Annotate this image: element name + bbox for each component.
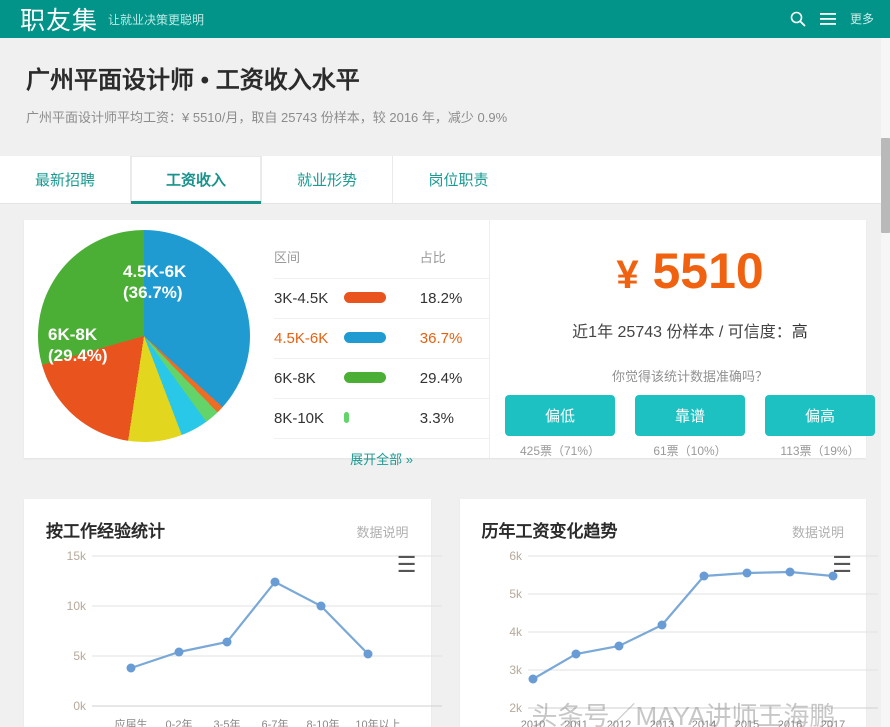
svg-text:4k: 4k — [509, 625, 523, 639]
svg-text:3-5年: 3-5年 — [214, 717, 241, 727]
svg-text:10k: 10k — [67, 599, 87, 613]
svg-text:6k: 6k — [509, 549, 523, 563]
svg-text:5k: 5k — [73, 649, 87, 663]
svg-text:0-2年: 0-2年 — [166, 717, 193, 727]
svg-text:10年以上: 10年以上 — [355, 717, 400, 727]
svg-text:0k: 0k — [73, 699, 87, 713]
svg-text:15k: 15k — [67, 549, 87, 563]
svg-text:5k: 5k — [509, 587, 523, 601]
svg-text:2k: 2k — [509, 701, 523, 715]
svg-text:8-10年: 8-10年 — [306, 717, 339, 727]
svg-text:3k: 3k — [509, 663, 523, 677]
svg-text:应届生: 应届生 — [115, 717, 148, 727]
svg-text:6-7年: 6-7年 — [262, 717, 289, 727]
